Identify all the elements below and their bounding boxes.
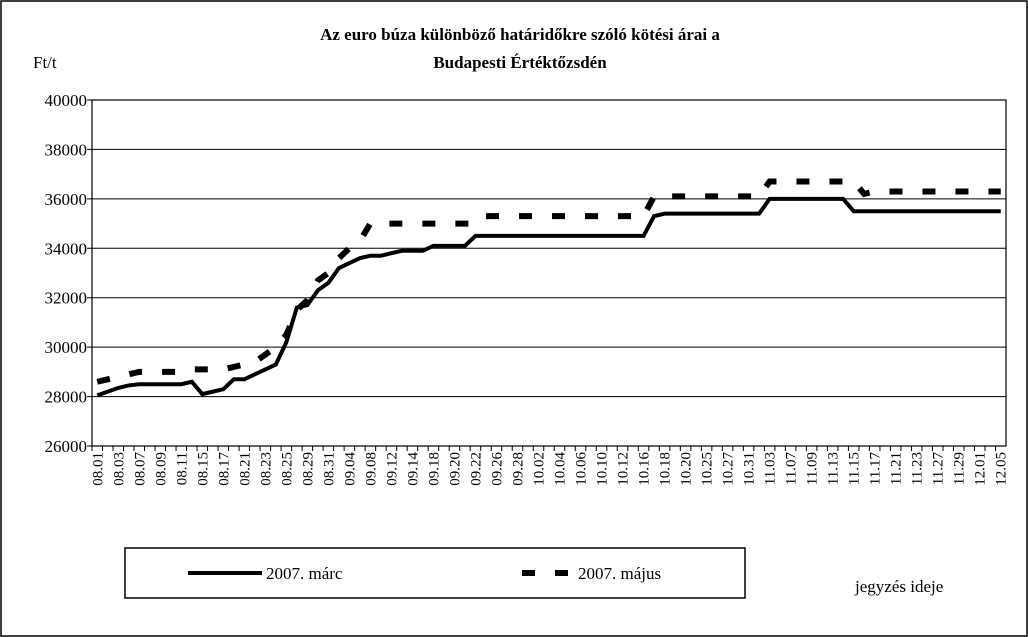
x-tick-label: 08.09 xyxy=(153,452,169,486)
y-tick-label: 30000 xyxy=(45,338,88,357)
x-tick-label: 10.06 xyxy=(574,452,590,486)
x-tick-label: 09.12 xyxy=(384,452,400,486)
x-tick-label: 11.23 xyxy=(910,452,926,485)
y-tick-label: 28000 xyxy=(45,388,88,407)
x-tick-label: 09.22 xyxy=(468,452,484,486)
x-tick-label: 08.21 xyxy=(237,452,253,486)
x-tick-label: 10.12 xyxy=(616,452,632,486)
x-tick-label: 09.08 xyxy=(363,452,379,486)
x-tick-label: 09.26 xyxy=(489,452,505,486)
x-tick-label: 08.31 xyxy=(321,452,337,486)
x-tick-label: 08.23 xyxy=(258,452,274,486)
x-tick-label: 11.03 xyxy=(763,452,779,485)
x-tick-label: 10.20 xyxy=(679,452,695,486)
x-tick-label: 10.02 xyxy=(531,452,547,486)
x-tick-label: 09.28 xyxy=(510,452,526,486)
x-tick-label: 12.01 xyxy=(973,452,989,486)
x-tick-label: 09.20 xyxy=(447,452,463,486)
y-axis-label: Ft/t xyxy=(33,53,57,72)
x-tick-label: 10.31 xyxy=(742,452,758,486)
y-tick-label: 40000 xyxy=(45,91,88,110)
x-tick-label: 09.18 xyxy=(426,452,442,486)
x-axis-label: jegyzés ideje xyxy=(854,577,943,596)
series-line xyxy=(96,196,1001,398)
x-tick-label: 10.25 xyxy=(700,452,716,486)
y-tick-label: 38000 xyxy=(45,140,88,159)
x-tick-label: 09.14 xyxy=(405,452,421,486)
chart-title: Az euro búza különböző határidőkre szóló… xyxy=(320,25,720,44)
x-tick-label: 12.05 xyxy=(994,452,1010,486)
x-tick-label: 10.27 xyxy=(721,452,737,486)
chart-title: Budapesti Értéktőzsdén xyxy=(433,53,607,72)
x-tick-label: 08.01 xyxy=(90,452,106,486)
x-tick-label: 08.25 xyxy=(279,452,295,486)
x-tick-label: 10.10 xyxy=(595,452,611,486)
y-tick-label: 26000 xyxy=(45,437,88,456)
x-tick-label: 11.17 xyxy=(868,452,884,486)
legend-label: 2007. május xyxy=(578,564,661,583)
x-tick-label: 11.29 xyxy=(952,452,968,485)
x-tick-label: 10.18 xyxy=(658,452,674,486)
x-tick-label: 11.09 xyxy=(805,452,821,485)
x-tick-label: 09.04 xyxy=(342,452,358,486)
y-tick-label: 36000 xyxy=(45,190,88,209)
x-tick-label: 11.13 xyxy=(826,452,842,485)
x-tick-label: 08.17 xyxy=(216,452,232,486)
x-tick-label: 11.15 xyxy=(847,452,863,485)
legend-box xyxy=(124,547,746,599)
x-tick-label: 11.21 xyxy=(889,452,905,485)
y-tick-label: 32000 xyxy=(45,289,88,308)
x-tick-label: 08.03 xyxy=(111,452,127,486)
x-tick-label: 11.27 xyxy=(931,452,947,486)
x-tick-label: 10.04 xyxy=(553,452,569,486)
x-tick-label: 08.11 xyxy=(174,452,190,485)
x-tick-label: 08.29 xyxy=(300,452,316,486)
x-tick-label: 08.15 xyxy=(195,452,211,486)
y-tick-label: 34000 xyxy=(45,239,88,258)
x-tick-label: 08.07 xyxy=(132,452,148,486)
x-tick-label: 11.07 xyxy=(784,452,800,486)
legend-label: 2007. márc xyxy=(266,564,343,583)
x-tick-label: 10.16 xyxy=(637,452,653,486)
